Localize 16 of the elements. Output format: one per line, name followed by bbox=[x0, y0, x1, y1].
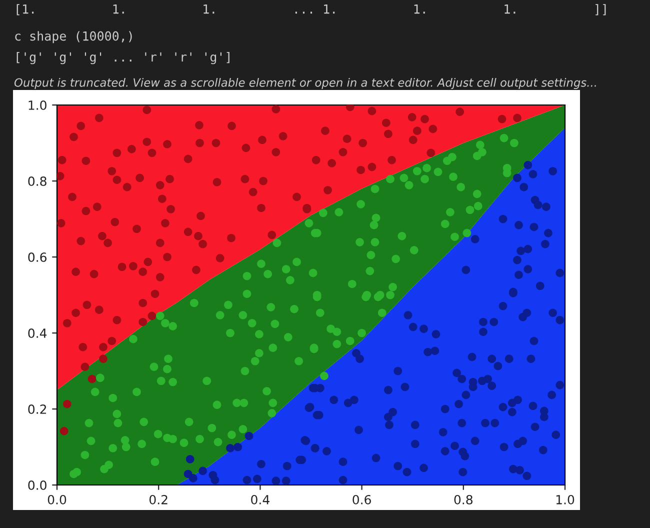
y-tick-label: 0.0 bbox=[28, 480, 46, 490]
x-tick-label: 0.2 bbox=[149, 494, 168, 504]
text: Output is truncated. View as a scrollable element or open in a text editor. Adjust cell output settings... bbox=[14, 78, 596, 90]
y-tick-label: 0.4 bbox=[28, 328, 47, 338]
x-tick-label: 0.6 bbox=[352, 494, 371, 504]
y-tick-label: 0.6 bbox=[28, 252, 46, 262]
y-tick-label: 1.0 bbox=[28, 100, 46, 110]
y-tick-label: 0.8 bbox=[28, 176, 46, 186]
x-tick-label: 0.4 bbox=[251, 494, 270, 504]
y-tick-label: 0.2 bbox=[28, 404, 46, 414]
text: [1. 1. 1. ... 1. 1. 1. ]] bbox=[16, 4, 606, 16]
text: c shape (10000,) bbox=[15, 31, 132, 44]
x-tick-label: 0.8 bbox=[454, 494, 472, 504]
x-tick-label: 0.0 bbox=[48, 494, 66, 504]
x-tick-label: 1.0 bbox=[556, 494, 574, 504]
text: ['g' 'g' 'g' ... 'r' 'r' 'g'] bbox=[16, 52, 230, 64]
